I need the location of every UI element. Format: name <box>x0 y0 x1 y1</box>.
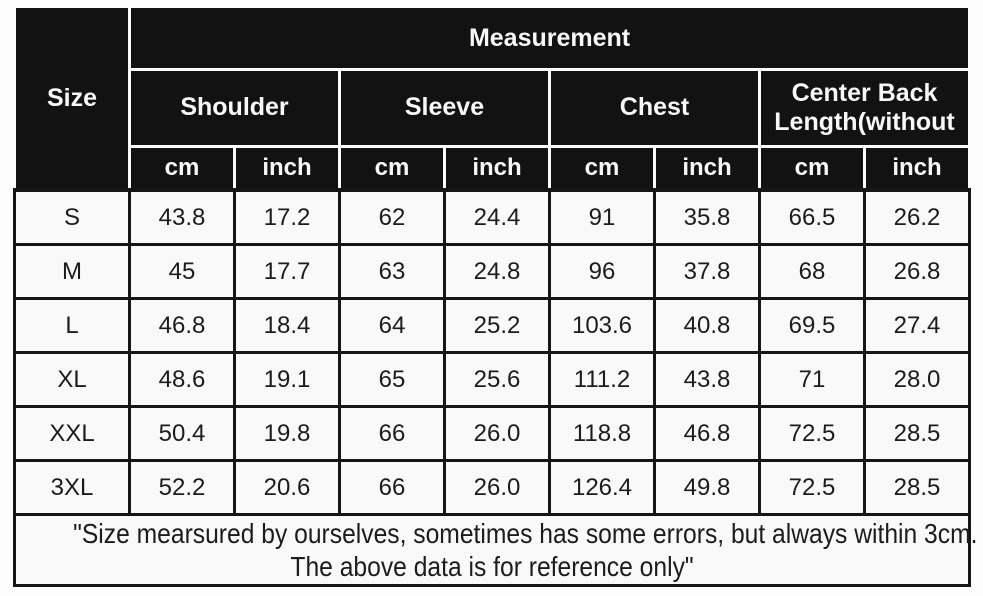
footer-row: "Size mearsured by ourselves, sometimes … <box>12 513 978 587</box>
table-row-3xl: 3XL 52.2 20.6 66 26.0 126.4 49.8 72.5 28… <box>13 459 972 516</box>
value-cell: 45 <box>128 243 236 300</box>
value-cell: 103.6 <box>548 297 656 354</box>
value-cell: 65 <box>338 351 446 408</box>
footer-note-text: "Size mearsured by ourselves, sometimes … <box>73 517 978 583</box>
value-cell: 28.5 <box>862 405 972 462</box>
value-cell: 28.0 <box>862 351 972 408</box>
value-cell: 118.8 <box>548 405 656 462</box>
value-cell: 66 <box>338 459 446 516</box>
table-row-xxl: XXL 50.4 19.8 66 26.0 118.8 46.8 72.5 28… <box>13 405 972 462</box>
header-row-groups: Shoulder Sleeve Chest Center Back Length… <box>15 68 972 148</box>
group-header-chest: Chest <box>548 68 761 148</box>
size-measurement-table: Size Measurement Shoulder Sleeve Chest C… <box>12 5 978 587</box>
footer-note-line1: "Size mearsured by ourselves, sometimes … <box>73 518 978 549</box>
footer-note: "Size mearsured by ourselves, sometimes … <box>12 513 978 587</box>
table-row-m: M 45 17.7 63 24.8 96 37.8 68 26.8 <box>13 243 972 300</box>
value-cell: 20.6 <box>233 459 341 516</box>
table-row-s: S 43.8 17.2 62 24.4 91 35.8 66.5 26.2 <box>13 188 972 246</box>
value-cell: 18.4 <box>233 297 341 354</box>
unit-cell-sleeve-cm: cm <box>338 145 446 192</box>
value-cell: 96 <box>548 243 656 300</box>
value-cell: 72.5 <box>758 459 866 516</box>
value-cell: 66.5 <box>758 188 866 246</box>
value-cell: 43.8 <box>128 188 236 246</box>
size-cell: XXL <box>13 405 131 462</box>
value-cell: 40.8 <box>653 297 761 354</box>
value-cell: 49.8 <box>653 459 761 516</box>
value-cell: 17.2 <box>233 188 341 246</box>
unit-cell-shoulder-cm: cm <box>128 145 236 192</box>
value-cell: 111.2 <box>548 351 656 408</box>
value-cell: 27.4 <box>862 297 972 354</box>
unit-cell-chest-inch: inch <box>653 145 761 192</box>
size-cell: M <box>13 243 131 300</box>
value-cell: 37.8 <box>653 243 761 300</box>
value-cell: 25.2 <box>443 297 551 354</box>
value-cell: 63 <box>338 243 446 300</box>
measurement-header-cell: Measurement <box>127 5 972 71</box>
size-chart-page: { "table": { "corner_label": "Size", "to… <box>0 5 983 596</box>
unit-cell-centerback-inch: inch <box>862 145 972 192</box>
value-cell: 46.8 <box>128 297 236 354</box>
value-cell: 26.8 <box>862 243 972 300</box>
unit-cell-sleeve-inch: inch <box>443 145 551 192</box>
header-row-top: Size Measurement <box>13 5 972 192</box>
value-cell: 66 <box>338 405 446 462</box>
header-row-units: cm inch cm inch cm inch cm inch <box>15 145 972 192</box>
value-cell: 64 <box>338 297 446 354</box>
value-cell: 68 <box>758 243 866 300</box>
value-cell: 50.4 <box>128 405 236 462</box>
footer-note-line2: The above data is for reference only" <box>290 551 694 582</box>
value-cell: 126.4 <box>548 459 656 516</box>
size-header-cell: Size <box>13 5 131 192</box>
unit-cell-shoulder-inch: inch <box>233 145 341 192</box>
size-cell: 3XL <box>13 459 131 516</box>
value-cell: 28.5 <box>862 459 972 516</box>
group-header-shoulder: Shoulder <box>128 68 341 148</box>
size-cell: XL <box>13 351 131 408</box>
value-cell: 26.2 <box>862 188 972 246</box>
value-cell: 72.5 <box>758 405 866 462</box>
value-cell: 26.0 <box>443 459 551 516</box>
value-cell: 62 <box>338 188 446 246</box>
value-cell: 24.8 <box>443 243 551 300</box>
value-cell: 91 <box>548 188 656 246</box>
value-cell: 26.0 <box>443 405 551 462</box>
value-cell: 24.4 <box>443 188 551 246</box>
value-cell: 48.6 <box>128 351 236 408</box>
size-cell: S <box>13 188 131 246</box>
value-cell: 19.1 <box>233 351 341 408</box>
group-header-sleeve: Sleeve <box>338 68 551 148</box>
value-cell: 52.2 <box>128 459 236 516</box>
value-cell: 71 <box>758 351 866 408</box>
size-cell: L <box>13 297 131 354</box>
value-cell: 25.6 <box>443 351 551 408</box>
table-row-l: L 46.8 18.4 64 25.2 103.6 40.8 69.5 27.4 <box>13 297 972 354</box>
unit-cell-centerback-cm: cm <box>758 145 866 192</box>
value-cell: 35.8 <box>653 188 761 246</box>
value-cell: 46.8 <box>653 405 761 462</box>
value-cell: 17.7 <box>233 243 341 300</box>
value-cell: 69.5 <box>758 297 866 354</box>
unit-cell-chest-cm: cm <box>548 145 656 192</box>
table-row-xl: XL 48.6 19.1 65 25.6 111.2 43.8 71 28.0 <box>13 351 972 408</box>
group-header-center-back-length: Center Back Length(without <box>757 68 972 148</box>
value-cell: 19.8 <box>233 405 341 462</box>
value-cell: 43.8 <box>653 351 761 408</box>
